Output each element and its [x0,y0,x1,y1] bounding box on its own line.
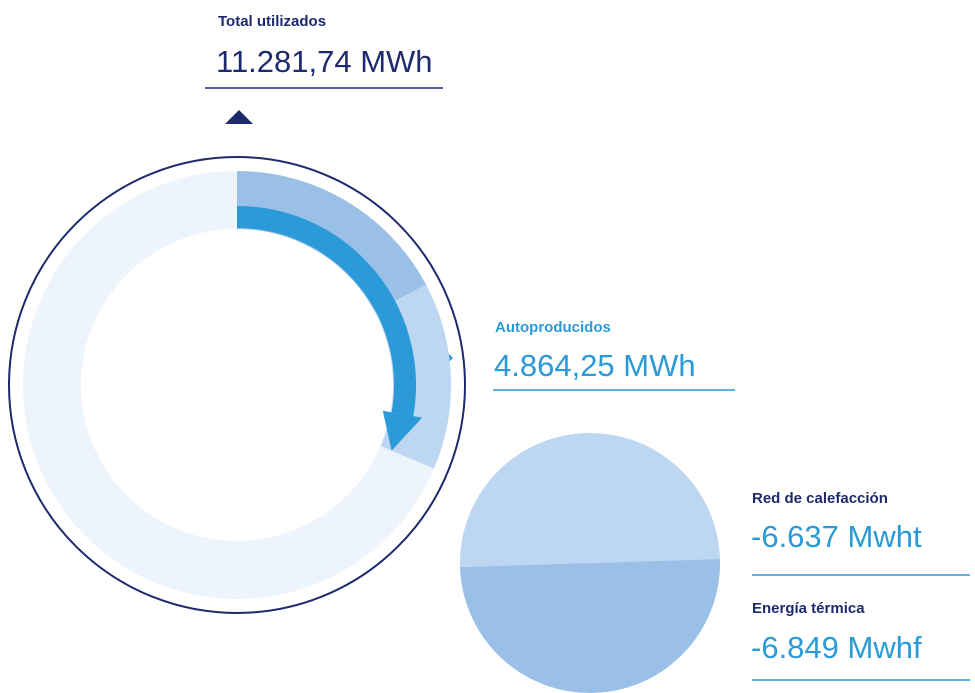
pie-slice-bottom [460,559,721,693]
total-label: Total utilizados [218,13,326,30]
outer-ring [8,156,466,614]
self-value: 4.864,25 MWh [494,348,696,383]
total-value: 11.281,74 MWh [216,44,433,79]
pointer-up [225,110,253,124]
donut-segments [236,171,451,469]
pie [459,433,721,693]
flow-arrow [236,206,416,417]
breakdown-label: Energía térmica [752,600,865,617]
breakdown-value: -6.637 Mwht [751,519,922,554]
breakdown-value: -6.849 Mwhf [751,630,922,665]
self-label: Autoproducidos [495,319,611,336]
flow-arrowhead [382,410,423,451]
donut-segment [374,284,451,469]
donut-segment [236,171,426,313]
breakdown-label: Red de calefacción [752,490,888,507]
pie-slice-top [459,433,720,567]
